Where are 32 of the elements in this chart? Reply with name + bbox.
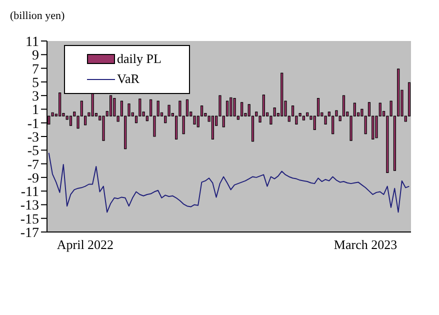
y-tick-label: -7 [27,158,39,173]
y-tick-label: -15 [20,212,39,228]
bar [324,116,327,125]
bar [69,116,72,126]
y-tick-label: -11 [20,185,39,200]
bar [302,116,306,120]
y-tick-label: 3 [32,90,39,105]
bar [240,102,244,116]
y-tick-label: -9 [27,171,39,186]
y-tick-label: 5 [32,76,39,91]
y-tick-label: 7 [32,62,39,78]
bar [233,98,236,116]
y-tick-label: -1 [27,116,39,132]
bar [230,97,232,116]
y-tick-label: -5 [27,144,39,160]
legend-label: VaR [117,70,140,88]
y-tick-label: -3 [27,130,39,146]
bar [306,112,309,116]
y-tick-label: 9 [32,48,39,64]
y-axis-title: (billion yen) [10,10,65,22]
x-tick-label: April 2022 [56,237,114,252]
y-tick-label: 11 [26,34,39,50]
x-tick-label: March 2023 [334,237,398,252]
bar [58,92,62,116]
legend-label: daily PL [117,50,162,68]
bar [193,116,196,125]
line-series [48,152,410,213]
bar [211,116,214,140]
y-tick-label: -13 [20,198,39,214]
bar [280,72,284,116]
y-tick-label: 1 [32,103,39,118]
y-tick-label: -17 [20,226,39,241]
